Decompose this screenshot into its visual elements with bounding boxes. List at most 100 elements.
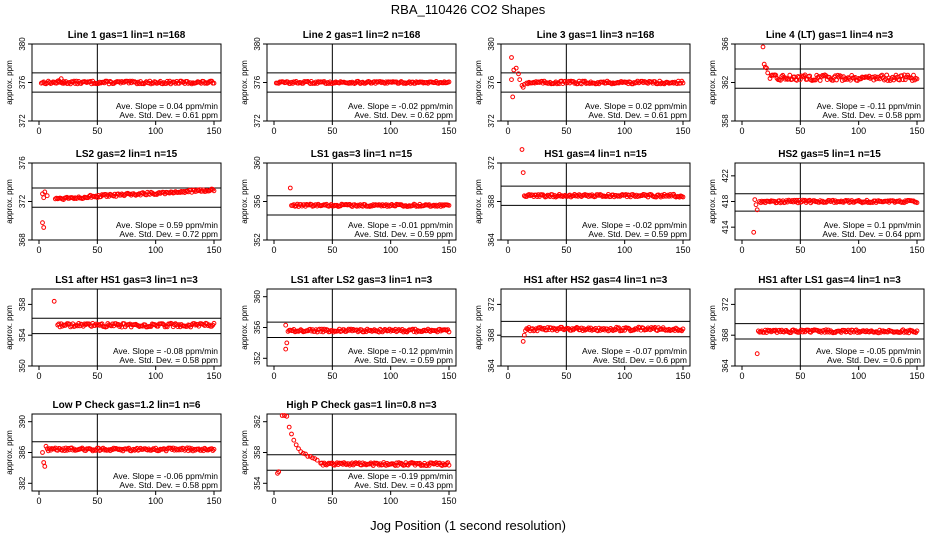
std-dev-annotation: Ave. Std. Dev. = 0.58 ppm [119,480,218,490]
data-point [914,328,920,334]
data-point [754,207,760,213]
x-tick-label: 50 [561,371,571,381]
y-tick-label: 414 [721,220,730,234]
x-tick-label: 150 [206,496,221,506]
data-point [72,81,78,86]
data-point [286,424,292,430]
data-point [787,72,793,78]
y-tick-label: 352 [253,351,262,365]
y-tick-label: 360 [253,289,262,303]
data-point [44,193,50,199]
data-point [153,445,159,451]
chart-panel-4: Line 4 (LT) gas=1 lin=4 n=3 approx. ppm 35… [708,30,925,136]
x-tick-label: 50 [795,245,805,255]
data-point [45,78,51,84]
x-tick-label: 150 [675,371,690,381]
y-tick-label: 358 [721,114,730,128]
x-tick-label: 100 [148,371,163,381]
x-tick-label: 150 [441,496,456,506]
y-tick-label: 366 [721,37,730,51]
x-tick-label: 100 [383,496,398,506]
y-tick-label: 372 [253,114,262,128]
data-point [184,445,190,451]
data-point [99,321,105,327]
data-point [914,200,920,206]
data-point [196,323,202,329]
data-point [914,76,920,82]
y-tick-label: 354 [18,328,27,342]
std-dev-annotation: Ave. Std. Dev. = 0.58 ppm [822,110,921,120]
y-tick-label: 372 [487,114,496,128]
data-point [445,327,451,333]
data-point [211,188,217,194]
data-point [41,460,47,465]
panel-title: LS1 after HS1 gas=3 lin=1 n=3 [55,275,198,286]
data-point [823,327,829,333]
std-dev-annotation: Ave. Std. Dev. = 0.61 ppm [588,110,687,120]
data-point [176,447,182,453]
x-tick-label: 50 [795,126,805,136]
data-point [289,431,294,437]
slope-annotation: Ave. Slope = 0.59 ppm/min [116,220,218,230]
data-point [595,328,601,334]
x-tick-label: 100 [851,371,866,381]
chart-panel-11: HS1 after HS2 gas=4 lin=1 n=3 approx. ppm… [474,275,691,381]
y-tick-label: 358 [253,445,262,459]
slope-annotation: Ave. Slope = -0.07 ppm/min [582,346,687,356]
chart-panel-7: HS1 gas=4 lin=1 n=15 approx. ppm 364 368 372… [474,147,691,255]
data-point [619,328,625,334]
panel-title: HS1 after HS2 gas=4 lin=1 n=3 [524,275,668,286]
x-tick-label: 0 [271,245,276,255]
x-tick-label: 100 [851,126,866,136]
x-tick-label: 50 [92,126,102,136]
x-tick-label: 50 [795,371,805,381]
y-axis-label: approx. ppm [708,305,717,350]
panel-title: HS1 gas=4 lin=1 n=15 [544,149,647,160]
std-dev-annotation: Ave. Std. Dev. = 0.6 ppm [827,355,921,365]
chart-panel-9: LS1 after HS1 gas=3 lin=1 n=3 approx. ppm… [5,275,222,381]
data-point [291,437,297,443]
data-point [399,327,405,332]
data-point [753,202,759,208]
data-point [75,323,80,329]
y-axis-label: approx. ppm [240,430,249,475]
y-tick-label: 372 [487,297,496,311]
data-point [760,44,766,50]
plot-frame [31,288,222,367]
std-dev-annotation: Ave. Std. Dev. = 0.72 ppm [119,229,218,239]
data-point [282,413,287,418]
data-point [516,71,521,77]
panel-title: LS2 gas=2 lin=1 n=15 [76,149,178,160]
slope-annotation: Ave. Slope = 0.04 ppm/min [116,101,218,111]
data-point [822,329,828,335]
data-point [751,229,757,235]
chart-panel-8: HS2 gas=5 lin=1 n=15 approx. ppm 414 418 422… [708,149,925,255]
data-point [876,330,881,336]
data-point [317,326,322,332]
data-point [446,329,452,335]
data-point [680,80,686,86]
data-point [879,72,885,78]
y-tick-label: 362 [253,414,262,428]
std-dev-annotation: Ave. Std. Dev. = 0.59 ppm [354,355,453,365]
y-axis-label: approx. ppm [5,430,14,475]
data-point [909,328,915,334]
y-tick-label: 380 [253,37,262,51]
data-point [520,170,526,176]
panel-title: HS2 gas=5 lin=1 n=15 [778,149,881,160]
data-point [817,78,823,83]
x-tick-label: 100 [148,245,163,255]
data-point [198,448,204,453]
x-tick-label: 150 [441,245,456,255]
data-point [276,469,282,475]
y-tick-label: 362 [721,75,730,89]
data-point [446,203,452,208]
y-tick-label: 422 [721,169,730,183]
y-tick-label: 372 [18,114,27,128]
x-tick-label: 150 [909,371,924,381]
data-point [579,325,584,331]
panel-title: Line 4 (LT) gas=1 lin=4 n=3 [766,30,894,41]
x-tick-label: 150 [206,371,221,381]
x-tick-label: 0 [271,496,276,506]
